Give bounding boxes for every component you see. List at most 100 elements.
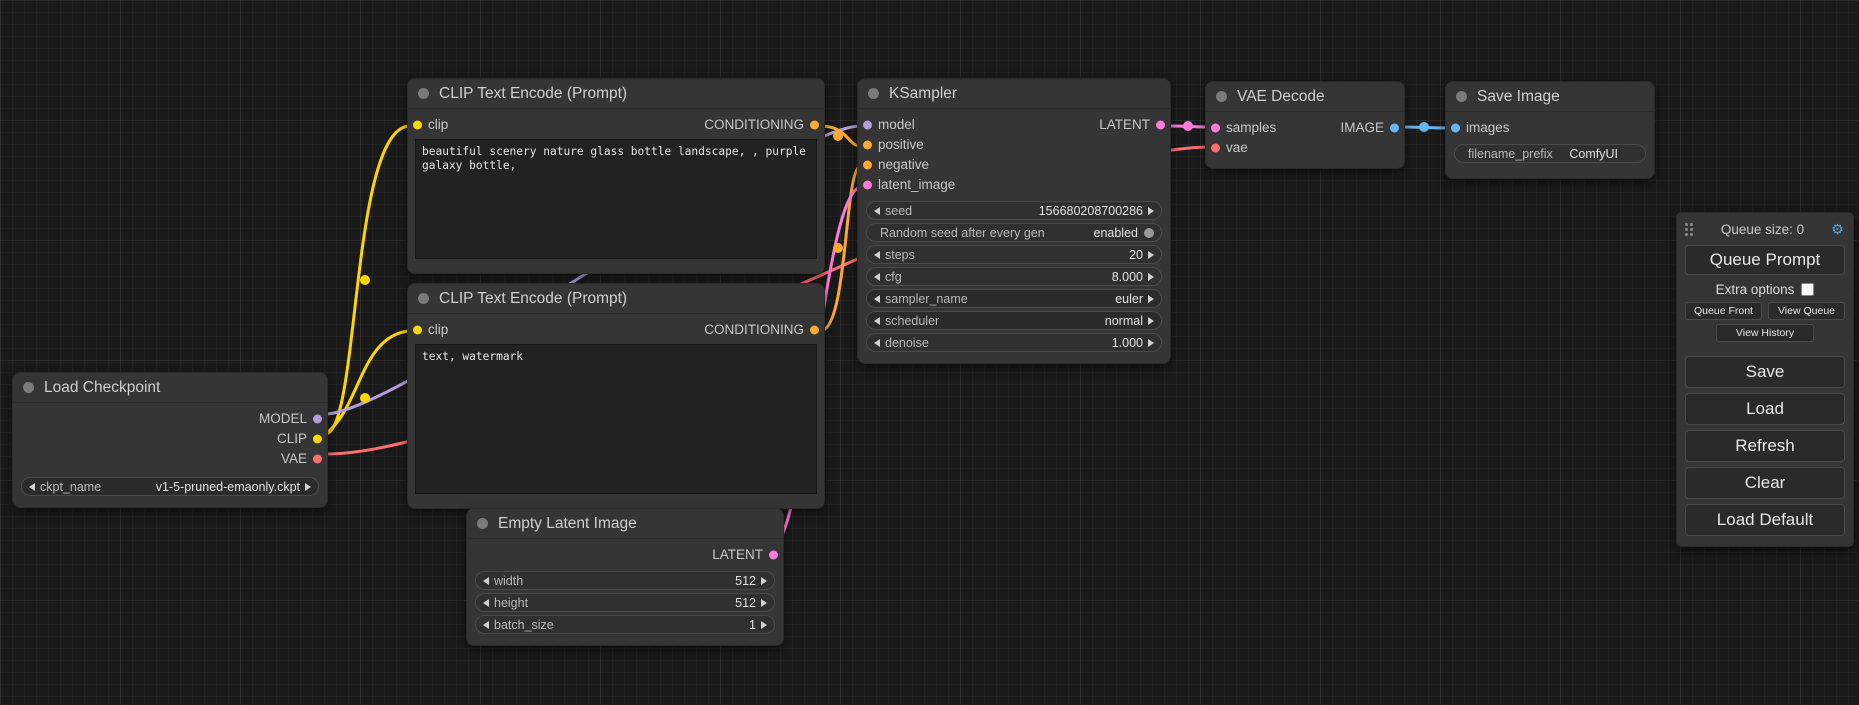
extra-options-checkbox[interactable] bbox=[1801, 283, 1815, 296]
save-button[interactable]: Save bbox=[1685, 356, 1845, 388]
widget-height[interactable]: height 512 bbox=[475, 593, 775, 612]
node-empty-latent-image[interactable]: Empty Latent Image LATENT width 512 heig… bbox=[466, 508, 784, 646]
widget-seed[interactable]: seed 156680208700286 bbox=[866, 201, 1162, 220]
increment-arrow-icon[interactable] bbox=[1148, 272, 1154, 281]
increment-arrow-icon[interactable] bbox=[1148, 294, 1154, 303]
slot-dot-images-icon[interactable] bbox=[1451, 123, 1460, 133]
widget-value[interactable]: enabled bbox=[1093, 225, 1139, 240]
node-ksampler[interactable]: KSampler model LATENT positive negative … bbox=[857, 78, 1171, 364]
slot-dot-vae-icon[interactable] bbox=[313, 454, 322, 464]
collapse-icon[interactable] bbox=[1456, 91, 1467, 102]
increment-arrow-icon[interactable] bbox=[1148, 316, 1154, 325]
node-title-bar[interactable]: Empty Latent Image bbox=[467, 509, 783, 539]
widget-value[interactable]: 1 bbox=[749, 617, 756, 632]
node-title-bar[interactable]: Load Checkpoint bbox=[13, 373, 327, 403]
increment-arrow-icon[interactable] bbox=[305, 482, 311, 491]
widget-steps[interactable]: steps 20 bbox=[866, 245, 1162, 264]
widget-value[interactable]: 8.000 bbox=[1111, 269, 1143, 284]
output-slot-model[interactable]: MODEL bbox=[13, 409, 327, 429]
output-slot-clip[interactable]: CLIP bbox=[13, 429, 327, 449]
view-queue-button[interactable]: View Queue bbox=[1768, 302, 1845, 320]
slot-dot-model-icon[interactable] bbox=[863, 120, 872, 130]
collapse-icon[interactable] bbox=[868, 88, 879, 99]
widget-cfg[interactable]: cfg 8.000 bbox=[866, 267, 1162, 286]
input-slot-negative[interactable]: negative bbox=[858, 155, 1170, 175]
input-slot-latent-image[interactable]: latent_image bbox=[858, 175, 1170, 195]
increment-arrow-icon[interactable] bbox=[1148, 338, 1154, 347]
widget-random-seed-toggle[interactable]: Random seed after every gen enabled bbox=[866, 223, 1162, 242]
slot-dot-clip-icon[interactable] bbox=[413, 120, 422, 130]
clear-button[interactable]: Clear bbox=[1685, 467, 1845, 499]
slot-dot-clip-icon[interactable] bbox=[413, 325, 422, 335]
input-slot-positive[interactable]: positive bbox=[858, 135, 1170, 155]
decrement-arrow-icon[interactable] bbox=[483, 620, 489, 629]
increment-arrow-icon[interactable] bbox=[1148, 250, 1154, 259]
widget-ckpt-name[interactable]: ckpt_name v1-5-pruned-emaonly.ckpt bbox=[21, 477, 319, 496]
slot-dot-latent-image-icon[interactable] bbox=[863, 180, 872, 190]
slot-dot-latent-icon[interactable] bbox=[769, 550, 778, 560]
gear-icon[interactable]: ⚙ bbox=[1831, 220, 1844, 237]
decrement-arrow-icon[interactable] bbox=[874, 272, 880, 281]
widget-value[interactable]: 20 bbox=[1129, 247, 1143, 262]
queue-front-button[interactable]: Queue Front bbox=[1685, 302, 1762, 320]
widget-scheduler[interactable]: scheduler normal bbox=[866, 311, 1162, 330]
drag-handle-icon[interactable] bbox=[1685, 223, 1695, 236]
slot-dot-clip-icon[interactable] bbox=[313, 434, 322, 444]
slot-dot-conditioning-icon[interactable] bbox=[810, 120, 819, 130]
node-title-bar[interactable]: KSampler bbox=[858, 79, 1170, 109]
widget-width[interactable]: width 512 bbox=[475, 571, 775, 590]
slot-dot-conditioning-icon[interactable] bbox=[810, 325, 819, 335]
comfy-menu-panel[interactable]: Queue size: 0 ⚙ Queue Prompt Extra optio… bbox=[1676, 212, 1854, 547]
view-history-button[interactable]: View History bbox=[1716, 324, 1814, 342]
node-clip-text-encode-negative[interactable]: CLIP Text Encode (Prompt) clip CONDITION… bbox=[407, 283, 825, 509]
widget-value[interactable]: ComfyUI bbox=[1569, 146, 1618, 161]
node-load-checkpoint[interactable]: Load Checkpoint MODEL CLIP VAE ckpt_name bbox=[12, 372, 328, 508]
node-title-bar[interactable]: VAE Decode bbox=[1206, 82, 1404, 112]
extra-options-row[interactable]: Extra options bbox=[1685, 282, 1845, 297]
increment-arrow-icon[interactable] bbox=[1148, 206, 1154, 215]
slot-dot-model-icon[interactable] bbox=[313, 414, 322, 424]
widget-sampler-name[interactable]: sampler_name euler bbox=[866, 289, 1162, 308]
widget-denoise[interactable]: denoise 1.000 bbox=[866, 333, 1162, 352]
input-slot-images[interactable]: images bbox=[1446, 118, 1654, 138]
queue-prompt-button[interactable]: Queue Prompt bbox=[1685, 245, 1845, 275]
node-title-bar[interactable]: CLIP Text Encode (Prompt) bbox=[408, 284, 824, 314]
prompt-textarea[interactable]: text, watermark bbox=[415, 344, 817, 494]
widget-batch-size[interactable]: batch_size 1 bbox=[475, 615, 775, 634]
prompt-textarea[interactable]: beautiful scenery nature glass bottle la… bbox=[415, 139, 817, 259]
input-slot-vae[interactable]: vae bbox=[1206, 138, 1404, 158]
decrement-arrow-icon[interactable] bbox=[483, 576, 489, 585]
widget-value[interactable]: 156680208700286 bbox=[1038, 203, 1143, 218]
collapse-icon[interactable] bbox=[418, 293, 429, 304]
widget-value[interactable]: 512 bbox=[735, 573, 756, 588]
widget-filename-prefix[interactable]: filename_prefix ComfyUI bbox=[1454, 144, 1646, 163]
increment-arrow-icon[interactable] bbox=[761, 576, 767, 585]
decrement-arrow-icon[interactable] bbox=[483, 598, 489, 607]
collapse-icon[interactable] bbox=[477, 518, 488, 529]
decrement-arrow-icon[interactable] bbox=[874, 250, 880, 259]
load-default-button[interactable]: Load Default bbox=[1685, 504, 1845, 536]
load-button[interactable]: Load bbox=[1685, 393, 1845, 425]
increment-arrow-icon[interactable] bbox=[761, 620, 767, 629]
output-slot-latent[interactable]: LATENT bbox=[467, 545, 783, 565]
widget-value[interactable]: euler bbox=[1115, 291, 1143, 306]
node-title-bar[interactable]: Save Image bbox=[1446, 82, 1654, 112]
node-clip-text-encode-positive[interactable]: CLIP Text Encode (Prompt) clip CONDITION… bbox=[407, 78, 825, 274]
collapse-icon[interactable] bbox=[418, 88, 429, 99]
decrement-arrow-icon[interactable] bbox=[874, 338, 880, 347]
decrement-arrow-icon[interactable] bbox=[874, 294, 880, 303]
collapse-icon[interactable] bbox=[1216, 91, 1227, 102]
slot-dot-negative-icon[interactable] bbox=[863, 160, 872, 170]
widget-value[interactable]: 512 bbox=[735, 595, 756, 610]
widget-value[interactable]: normal bbox=[1104, 313, 1143, 328]
slot-dot-latent-icon[interactable] bbox=[1156, 120, 1165, 130]
toggle-indicator-icon[interactable] bbox=[1144, 227, 1154, 238]
refresh-button[interactable]: Refresh bbox=[1685, 430, 1845, 462]
slot-dot-image-icon[interactable] bbox=[1390, 123, 1399, 133]
node-title-bar[interactable]: CLIP Text Encode (Prompt) bbox=[408, 79, 824, 109]
node-vae-decode[interactable]: VAE Decode samples IMAGE vae bbox=[1205, 81, 1405, 169]
node-save-image[interactable]: Save Image images filename_prefix ComfyU… bbox=[1445, 81, 1655, 179]
slot-dot-positive-icon[interactable] bbox=[863, 140, 872, 150]
widget-value[interactable]: v1-5-pruned-emaonly.ckpt bbox=[155, 479, 300, 494]
